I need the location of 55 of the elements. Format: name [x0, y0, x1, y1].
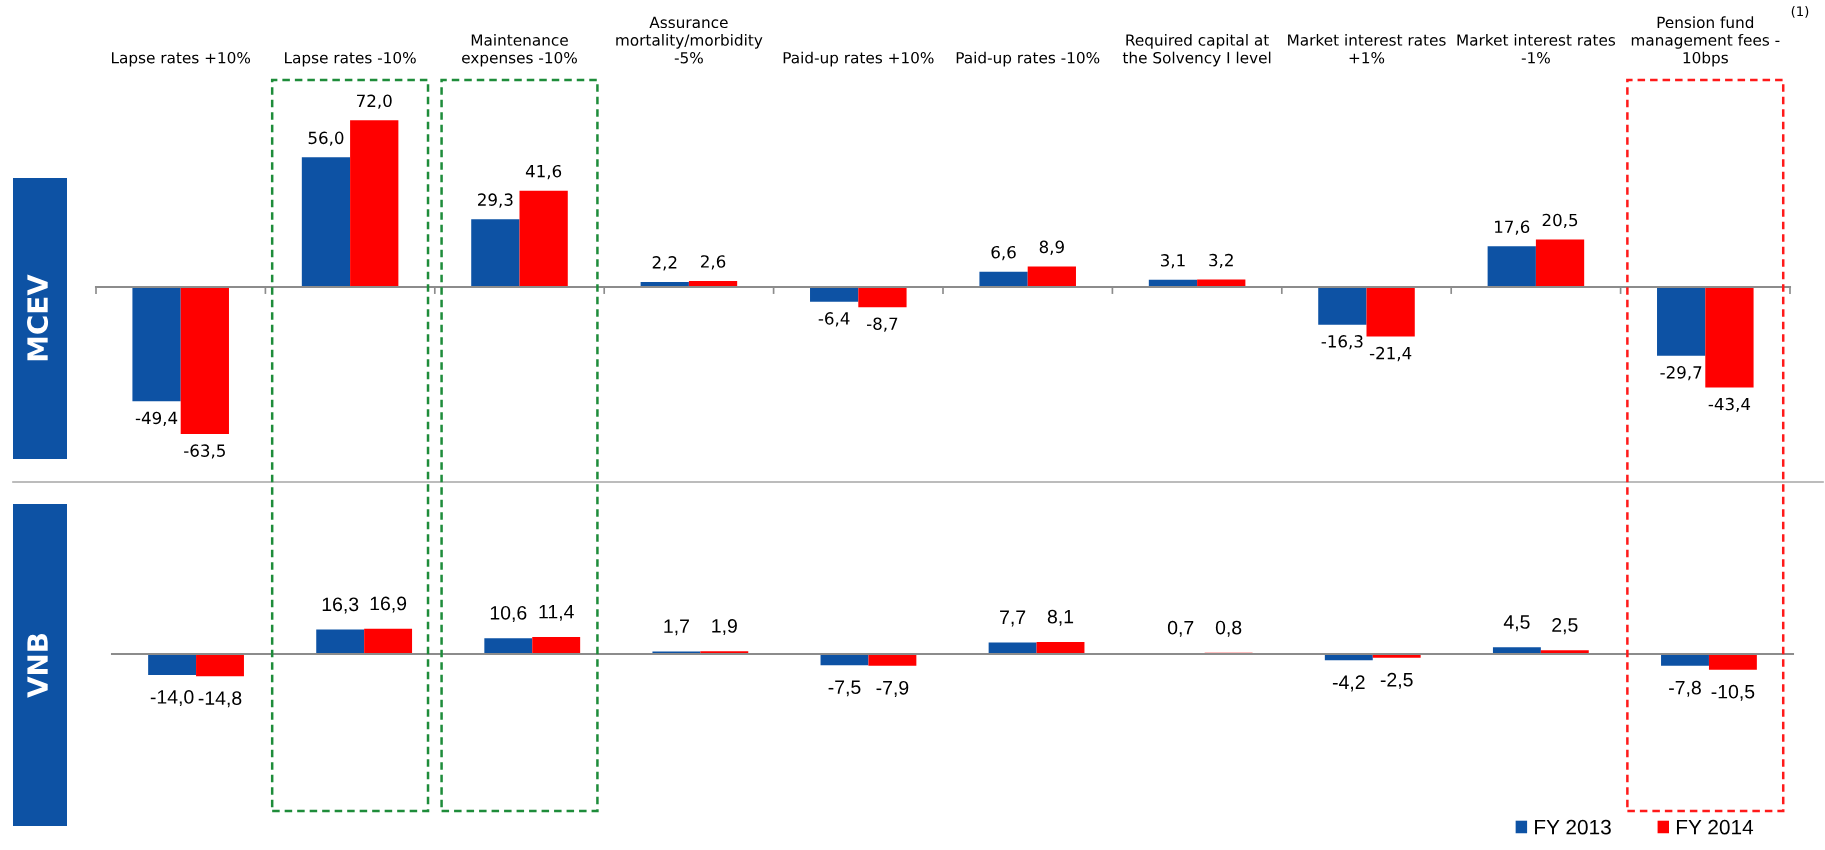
- data-label: 3,2: [1209, 253, 1233, 269]
- data-label: -14,8: [198, 691, 242, 708]
- data-label: 0,7: [1167, 620, 1194, 637]
- data-label: -21,4: [1369, 346, 1412, 362]
- data-label: 56,0: [308, 131, 344, 146]
- data-label: -7,8: [1669, 680, 1701, 697]
- data-label: 41,6: [525, 164, 562, 180]
- data-label: 20,5: [1542, 213, 1578, 229]
- data-label: 2,2: [652, 256, 677, 271]
- y-axis-title: MCEV: [27, 274, 49, 361]
- data-label: 1,9: [712, 619, 737, 636]
- text: (1): [1791, 6, 1809, 18]
- legend-label: FY 2013: [1535, 819, 1611, 835]
- data-label: -14,0: [150, 690, 194, 707]
- x-tick-label: Lapse rates -10%: [285, 51, 416, 67]
- data-label: 16,9: [370, 596, 407, 613]
- x-tick-label: Pension fund management fees - 10bps: [1631, 16, 1780, 67]
- data-label: -49,4: [135, 411, 178, 426]
- data-label: 7,7: [1000, 610, 1026, 627]
- data-label: 8,9: [1039, 240, 1064, 255]
- data-label: 1,7: [664, 619, 689, 636]
- x-tick-label: Paid-up rates -10%: [956, 51, 1100, 67]
- data-label: -2,5: [1380, 672, 1413, 689]
- data-label: -29,7: [1660, 366, 1702, 381]
- data-label: -16,3: [1321, 335, 1363, 350]
- legend-label: FY 2014: [1676, 819, 1754, 835]
- x-tick-label: Required capital at the Solvency I level: [1122, 33, 1271, 67]
- data-label: 17,6: [1495, 220, 1530, 235]
- data-label: 29,3: [478, 193, 513, 208]
- data-label: 6,6: [991, 245, 1016, 261]
- data-label: 2,5: [1552, 618, 1578, 635]
- data-label: -7,9: [876, 680, 909, 697]
- data-label: 72,0: [357, 94, 392, 109]
- data-label: -8,7: [867, 317, 898, 332]
- data-label: 0,8: [1215, 620, 1242, 637]
- data-label: -4,2: [1332, 675, 1365, 692]
- data-label: 4,5: [1503, 615, 1530, 632]
- data-label: 2,6: [701, 255, 726, 270]
- data-label: 8,1: [1047, 609, 1074, 626]
- data-label: 11,4: [539, 604, 574, 621]
- data-label: -6,4: [818, 312, 850, 327]
- x-tick-label: Lapse rates +10%: [112, 51, 251, 67]
- data-label: -7,5: [828, 680, 861, 697]
- data-label: 10,6: [490, 605, 527, 623]
- y-axis-title: VNB: [27, 633, 48, 698]
- data-label: -10,5: [1711, 684, 1755, 701]
- data-label: 16,3: [322, 597, 359, 614]
- x-tick-label: Market interest rates +1%: [1288, 33, 1446, 64]
- x-tick-label: Paid-up rates +10%: [783, 51, 934, 67]
- x-tick-label: Maintenance expenses -10%: [462, 33, 577, 67]
- x-tick-label: Market interest rates -1%: [1457, 33, 1616, 64]
- data-label: -63,5: [184, 444, 225, 459]
- data-label: 3,1: [1160, 254, 1185, 269]
- data-label: -43,4: [1708, 397, 1751, 413]
- x-tick-label: Assurance mortality/morbidity -5%: [616, 16, 763, 64]
